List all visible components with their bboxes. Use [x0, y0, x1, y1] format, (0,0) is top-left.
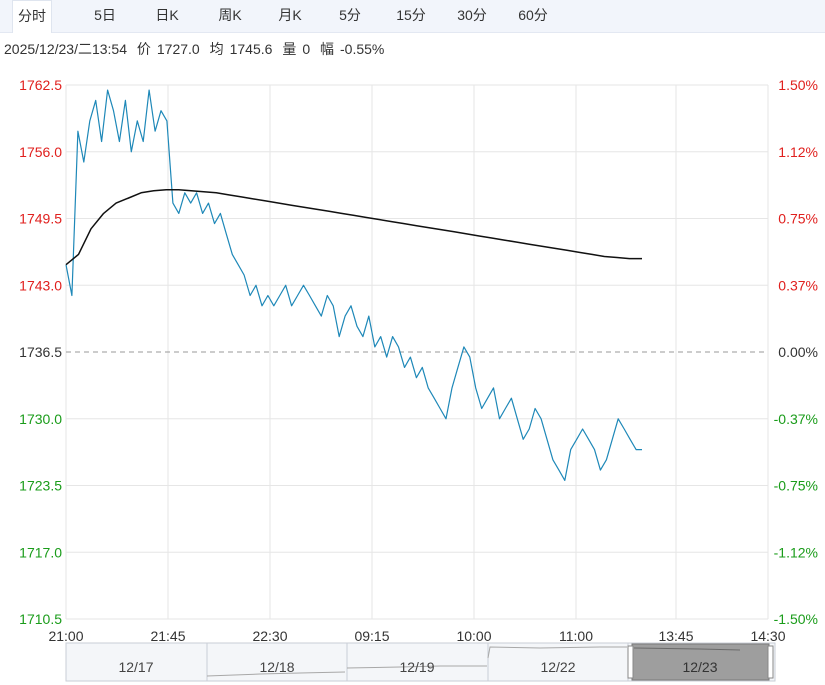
navigator-trend: [487, 646, 627, 659]
date-navigator[interactable]: 12/17 12/18 12/19 12/22 12/23: [0, 642, 825, 685]
x-tick-label: 11:00: [559, 628, 593, 642]
price-line: [65, 89, 642, 481]
navigator-date-label: 12/22: [540, 659, 575, 675]
average-price-line: [65, 188, 642, 266]
x-tick-label: 14:30: [750, 628, 785, 642]
x-tick-label: 09:15: [354, 628, 389, 642]
y-tick-label: 1749.5: [19, 211, 62, 227]
navigator-right-handle[interactable]: [767, 645, 774, 679]
x-tick-label: 22:30: [252, 628, 287, 642]
tab-5[interactable]: 月K: [278, 7, 302, 23]
pct-tick-label: 1.50%: [778, 77, 818, 93]
navigator-date-label: 12/23: [682, 659, 717, 675]
tab-9[interactable]: 60分: [518, 7, 548, 23]
change-value: -0.55%: [340, 41, 385, 57]
tab-7[interactable]: 15分: [396, 7, 426, 23]
y-tick-label: 1743.0: [19, 277, 62, 293]
y-tick-label: 1723.5: [19, 478, 62, 494]
x-tick-label: 21:45: [150, 628, 185, 642]
pct-tick-label: 1.12%: [778, 144, 818, 160]
y-tick-label: 1756.0: [19, 144, 62, 160]
y-tick-label: 1730.0: [19, 411, 62, 427]
x-tick-label: 13:45: [658, 628, 693, 642]
avg-value: 1745.6: [229, 41, 273, 57]
price-label: 价: [136, 41, 151, 57]
y-tick-label: 1710.5: [19, 611, 62, 627]
pct-tick-label: -0.37%: [774, 411, 818, 427]
navigator-date-label: 12/18: [259, 659, 294, 675]
avg-label: 均: [209, 41, 224, 57]
tab-8[interactable]: 30分: [457, 7, 487, 23]
intraday-chart: 1762.5 1.50% 1756.0 1.12% 1749.5 0.75% 1743.0 0…: [19, 77, 818, 642]
y-tick-label: 1762.5: [19, 77, 62, 93]
pct-tick-label: 0.75%: [778, 211, 818, 227]
period-tab-bar: 分时 5日 日K 周K 月K 5分 15分 30分 60分: [0, 0, 825, 34]
navigator-date-label: 12/19: [399, 659, 434, 675]
volume-label: 量: [282, 41, 297, 57]
navigator-trend: [633, 647, 741, 651]
navigator-selection[interactable]: [631, 643, 770, 681]
quote-datetime: 2025/12/23/二13:54: [4, 41, 127, 57]
pct-tick-label: -1.12%: [774, 544, 818, 560]
y-tick-label: 1736.5: [19, 344, 62, 360]
tab-6[interactable]: 5分: [339, 7, 361, 23]
pct-tick-label: -0.75%: [774, 478, 818, 494]
price-value: 1727.0: [156, 41, 200, 57]
y-tick-label: 1717.0: [19, 544, 62, 560]
tab-1[interactable]: 分时: [12, 0, 52, 34]
change-label: 幅: [320, 41, 335, 57]
navigator-trend: [206, 671, 346, 677]
navigator-date-label: 12/17: [118, 659, 153, 675]
pct-tick-label: 0.00%: [778, 344, 818, 360]
pct-tick-label: 0.37%: [778, 277, 818, 293]
x-tick-label: 10:00: [456, 628, 491, 642]
tab-4[interactable]: 周K: [218, 7, 242, 23]
navigator-trend: [346, 665, 487, 669]
pct-tick-label: -1.50%: [774, 611, 818, 627]
tab-3[interactable]: 日K: [155, 7, 179, 23]
x-tick-label: 21:00: [48, 628, 83, 642]
tab-2[interactable]: 5日: [94, 7, 116, 23]
navigator-left-handle[interactable]: [627, 645, 634, 679]
volume-value: 0: [302, 41, 311, 57]
